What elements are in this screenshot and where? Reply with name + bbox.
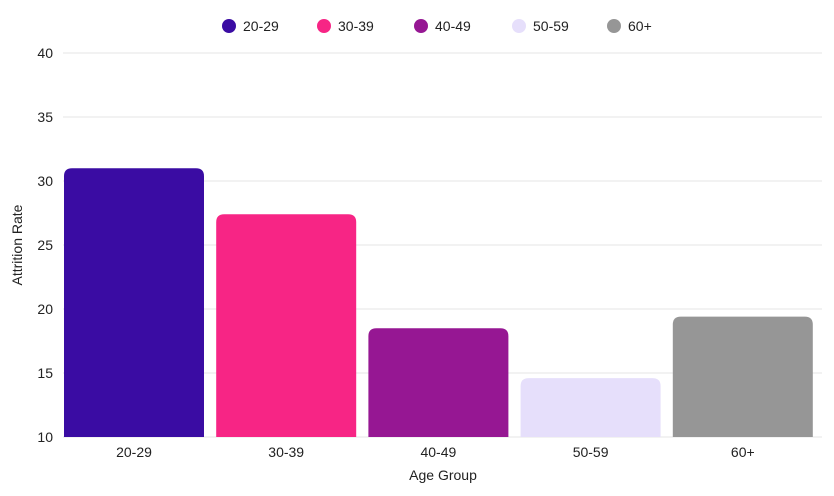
legend-label: 40-49	[435, 18, 471, 34]
y-tick-label: 35	[37, 109, 53, 125]
bar-60+	[672, 316, 813, 437]
y-tick-label: 10	[37, 429, 53, 445]
legend-label: 30-39	[338, 18, 374, 34]
bar-40-49	[368, 328, 509, 437]
x-tick-label: 40-49	[420, 444, 456, 460]
legend-item[interactable]: 20-29	[222, 18, 279, 34]
x-tick-label: 60+	[731, 444, 755, 460]
legend-item[interactable]: 50-59	[512, 18, 569, 34]
y-tick-label: 40	[37, 45, 53, 61]
legend-label: 20-29	[243, 18, 279, 34]
bar-20-29	[64, 168, 204, 437]
y-tick-label: 20	[37, 301, 53, 317]
legend-label: 60+	[628, 18, 652, 34]
legend-swatch	[607, 19, 621, 33]
legend-swatch	[512, 19, 526, 33]
legend-item[interactable]: 40-49	[414, 18, 471, 34]
bars	[64, 168, 813, 437]
bar-50-59	[520, 378, 661, 437]
legend-label: 50-59	[533, 18, 569, 34]
x-axis-title: Age Group	[409, 467, 477, 483]
x-tick-label: 20-29	[116, 444, 152, 460]
bar-30-39	[216, 214, 357, 437]
legend-item[interactable]: 30-39	[317, 18, 374, 34]
legend-swatch	[414, 19, 428, 33]
y-tick-label: 25	[37, 237, 53, 253]
x-axis: 20-29 30-39 40-49 50-59 60+	[116, 444, 755, 460]
y-axis: 10 15 20 25 30 35 40	[37, 45, 53, 445]
y-tick-label: 30	[37, 173, 53, 189]
y-axis-title: Attrition Rate	[9, 204, 25, 285]
legend-swatch	[317, 19, 331, 33]
legend-item[interactable]: 60+	[607, 18, 652, 34]
y-tick-label: 15	[37, 365, 53, 381]
legend: 20-29 30-39 40-49 50-59 60+	[222, 18, 652, 34]
legend-swatch	[222, 19, 236, 33]
x-tick-label: 50-59	[573, 444, 609, 460]
x-tick-label: 30-39	[268, 444, 304, 460]
